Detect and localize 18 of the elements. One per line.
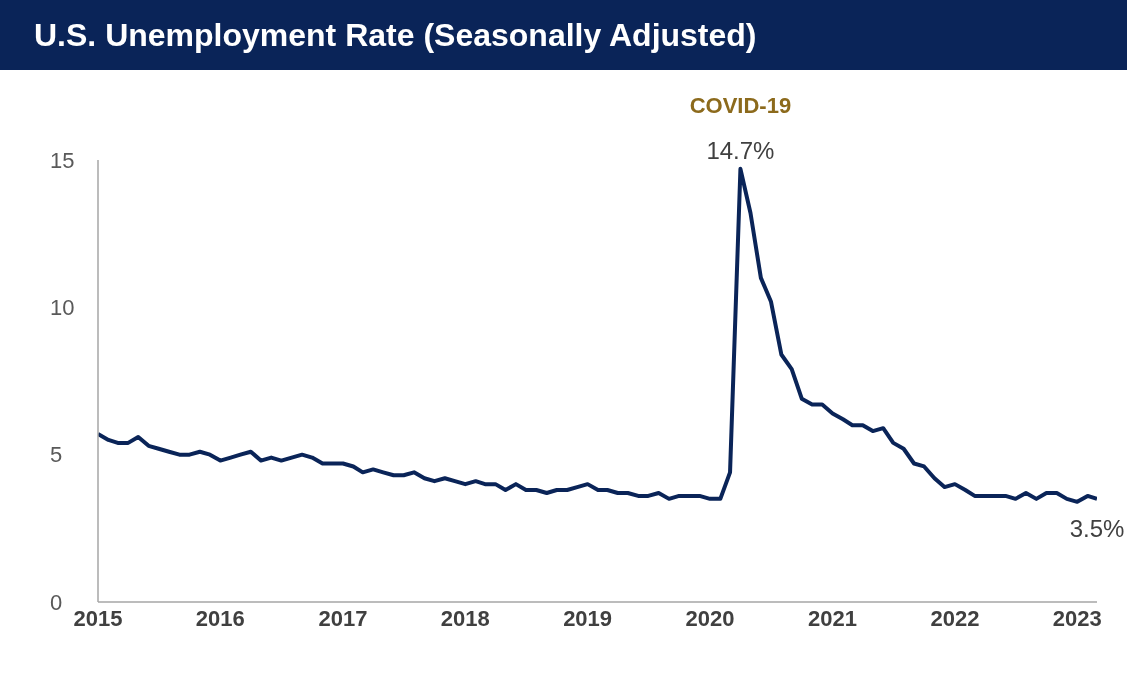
- x-tick-label: 2016: [195, 605, 245, 631]
- y-tick-label: 5: [50, 442, 63, 468]
- annotation: COVID-19: [689, 92, 792, 118]
- data-label: 3.5%: [1069, 514, 1125, 542]
- x-tick-label: 2017: [318, 605, 368, 631]
- x-tick-label: 2023: [1052, 605, 1102, 631]
- x-tick-label: 2019: [563, 605, 613, 631]
- x-tick-label: 2015: [73, 605, 123, 631]
- line-series: [98, 166, 1097, 504]
- x-tick-label: 2020: [685, 605, 735, 631]
- x-tick-label: 2018: [440, 605, 490, 631]
- data-label: 14.7%: [706, 136, 775, 164]
- x-tick-label: 2022: [930, 605, 980, 631]
- y-tick-label: 15: [50, 147, 75, 173]
- y-tick-label: 10: [50, 295, 75, 321]
- y-tick-label: 0: [50, 589, 63, 615]
- x-tick-label: 2021: [808, 605, 858, 631]
- chart-title: U.S. Unemployment Rate (Seasonally Adjusted): [0, 0, 1127, 70]
